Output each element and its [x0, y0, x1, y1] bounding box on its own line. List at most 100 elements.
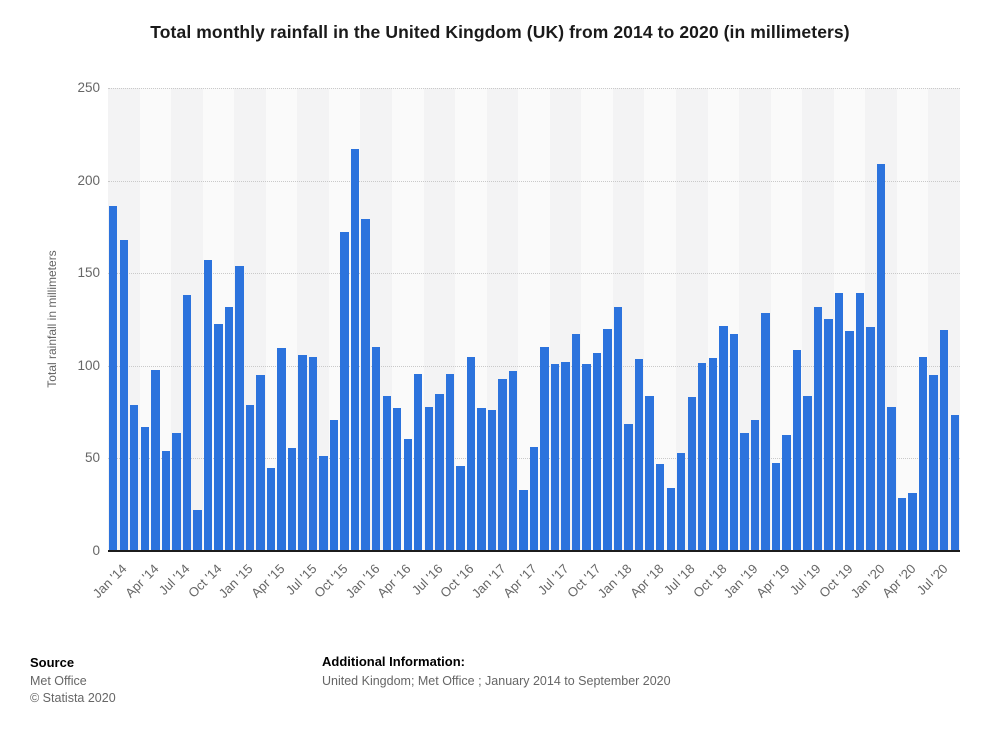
bar[interactable]: [119, 239, 128, 551]
additional-info-text: United Kingdom; Met Office ; January 201…: [322, 674, 671, 688]
bar[interactable]: [477, 408, 486, 551]
bar[interactable]: [308, 357, 318, 551]
bar[interactable]: [866, 326, 875, 551]
bar[interactable]: [624, 424, 633, 551]
bar[interactable]: [340, 232, 349, 551]
bar[interactable]: [329, 419, 339, 551]
bar[interactable]: [666, 488, 675, 551]
bar[interactable]: [908, 492, 917, 551]
source-name: Met Office: [30, 674, 87, 688]
bar[interactable]: [582, 363, 591, 551]
bar[interactable]: [130, 404, 139, 551]
x-axis-line: [108, 550, 960, 552]
bar[interactable]: [929, 375, 938, 551]
bar[interactable]: [750, 420, 760, 551]
bar[interactable]: [256, 375, 265, 551]
bar[interactable]: [592, 352, 602, 551]
bar[interactable]: [918, 356, 928, 551]
bar[interactable]: [540, 347, 549, 551]
copyright: © Statista 2020: [30, 691, 116, 705]
bar[interactable]: [897, 498, 907, 551]
bar[interactable]: [634, 359, 644, 551]
y-tick-label: 200: [77, 172, 100, 188]
bar[interactable]: [140, 426, 149, 551]
bar[interactable]: [287, 448, 297, 551]
bar[interactable]: [266, 467, 276, 551]
bar[interactable]: [109, 205, 118, 551]
bar[interactable]: [940, 329, 949, 551]
bar[interactable]: [214, 324, 223, 551]
bar[interactable]: [182, 295, 192, 551]
y-axis-title: Total rainfall in millimeters: [45, 249, 59, 388]
bar[interactable]: [361, 219, 370, 551]
bar[interactable]: [350, 149, 360, 551]
bar[interactable]: [729, 334, 739, 551]
bar[interactable]: [708, 358, 717, 551]
bar[interactable]: [834, 292, 844, 551]
bar[interactable]: [498, 378, 507, 551]
bar[interactable]: [382, 396, 391, 551]
y-tick-label: 250: [77, 80, 100, 95]
bar[interactable]: [687, 397, 696, 551]
bar[interactable]: [445, 374, 455, 551]
y-tick-label: 0: [92, 543, 100, 558]
bar[interactable]: [487, 410, 497, 551]
bar[interactable]: [519, 489, 528, 551]
bar[interactable]: [393, 408, 402, 551]
bar[interactable]: [645, 396, 654, 551]
y-gridline: [108, 273, 960, 275]
bar[interactable]: [456, 465, 465, 551]
bar[interactable]: [193, 510, 202, 551]
bar[interactable]: [740, 433, 749, 551]
y-gridline: [108, 88, 960, 89]
bar[interactable]: [561, 362, 570, 551]
bar[interactable]: [761, 313, 770, 551]
bar[interactable]: [550, 363, 560, 551]
bar[interactable]: [203, 260, 213, 551]
bar[interactable]: [855, 292, 865, 551]
bar[interactable]: [508, 371, 518, 551]
bar[interactable]: [719, 325, 728, 551]
chart-title: Total monthly rainfall in the United Kin…: [150, 22, 850, 42]
additional-info-label: Additional Information:: [322, 654, 465, 669]
bar[interactable]: [424, 407, 433, 551]
bar[interactable]: [235, 265, 244, 551]
bar[interactable]: [813, 306, 823, 551]
bar[interactable]: [782, 435, 791, 551]
bar[interactable]: [698, 363, 707, 551]
bar[interactable]: [571, 334, 581, 551]
bar[interactable]: [277, 348, 286, 551]
bar[interactable]: [319, 455, 328, 551]
y-tick-label: 150: [77, 265, 100, 281]
bar[interactable]: [403, 438, 412, 551]
bar[interactable]: [950, 414, 959, 551]
bar[interactable]: [656, 463, 665, 551]
bar[interactable]: [298, 354, 307, 551]
bar[interactable]: [603, 328, 612, 551]
y-tick-label: 50: [84, 450, 100, 466]
bar[interactable]: [224, 307, 234, 551]
bar[interactable]: [845, 330, 854, 551]
bar[interactable]: [803, 396, 812, 551]
bar[interactable]: [677, 452, 686, 551]
bar[interactable]: [792, 350, 802, 551]
bar[interactable]: [529, 447, 539, 551]
source-label: Source: [30, 655, 75, 670]
bar[interactable]: [613, 306, 623, 551]
y-tick-label: 100: [77, 357, 100, 373]
bar[interactable]: [435, 393, 444, 551]
bar[interactable]: [245, 404, 255, 551]
bar[interactable]: [771, 463, 781, 551]
bar[interactable]: [887, 407, 896, 551]
y-gridline: [108, 365, 960, 367]
y-gridline: [108, 180, 960, 182]
bar[interactable]: [161, 450, 171, 551]
bar[interactable]: [151, 369, 160, 551]
bar[interactable]: [876, 163, 886, 551]
bar[interactable]: [466, 356, 476, 551]
bar[interactable]: [372, 347, 381, 551]
bar[interactable]: [414, 374, 423, 551]
bar[interactable]: [172, 433, 181, 551]
bar[interactable]: [824, 318, 833, 551]
